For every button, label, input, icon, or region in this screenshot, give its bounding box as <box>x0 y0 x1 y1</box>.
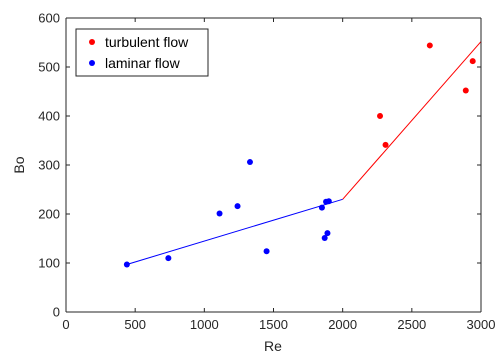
x-tick-label: 1000 <box>190 317 219 332</box>
data-point <box>382 141 389 148</box>
data-points <box>123 42 476 268</box>
y-tick-label: 400 <box>38 109 60 124</box>
data-point <box>234 203 241 210</box>
x-tick-label: 0 <box>62 317 69 332</box>
x-tick-label: 2000 <box>328 317 357 332</box>
fit-line <box>126 198 343 265</box>
data-point <box>469 58 476 65</box>
y-axis-label: Bo <box>11 156 27 173</box>
data-point <box>123 261 130 268</box>
y-tick-label: 0 <box>53 305 60 320</box>
data-point <box>216 210 223 217</box>
legend-label-laminar: laminar flow <box>105 55 181 71</box>
x-axis-label: Re <box>264 338 282 354</box>
x-tick-label: 3000 <box>467 317 496 332</box>
data-point <box>263 248 270 255</box>
y-tick-label: 300 <box>38 158 60 173</box>
legend-box <box>75 28 209 77</box>
legend-marker-turbulent <box>89 39 95 45</box>
data-point <box>318 204 325 211</box>
legend-marker-laminar <box>89 60 95 66</box>
data-point <box>324 230 331 237</box>
data-point <box>462 87 469 94</box>
x-ticks: 0 500 1000 1500 2000 2500 3000 <box>62 18 495 332</box>
data-point <box>325 198 332 205</box>
fit-lines <box>126 41 482 265</box>
legend: turbulent flow laminar flow <box>75 28 209 77</box>
y-tick-label: 600 <box>38 11 60 26</box>
y-tick-label: 200 <box>38 207 60 222</box>
fit-line <box>342 41 482 200</box>
x-tick-label: 1500 <box>259 317 288 332</box>
data-point <box>246 159 253 166</box>
data-point <box>321 235 328 242</box>
y-tick-label: 500 <box>38 60 60 75</box>
data-point <box>426 42 433 49</box>
y-ticks: 0 100 200 300 400 500 600 <box>38 11 481 320</box>
y-tick-label: 100 <box>38 256 60 271</box>
x-tick-label: 2500 <box>397 317 426 332</box>
legend-label-turbulent: turbulent flow <box>105 34 189 50</box>
data-point <box>377 113 384 119</box>
x-tick-label: 500 <box>124 317 146 332</box>
data-point <box>165 255 172 262</box>
